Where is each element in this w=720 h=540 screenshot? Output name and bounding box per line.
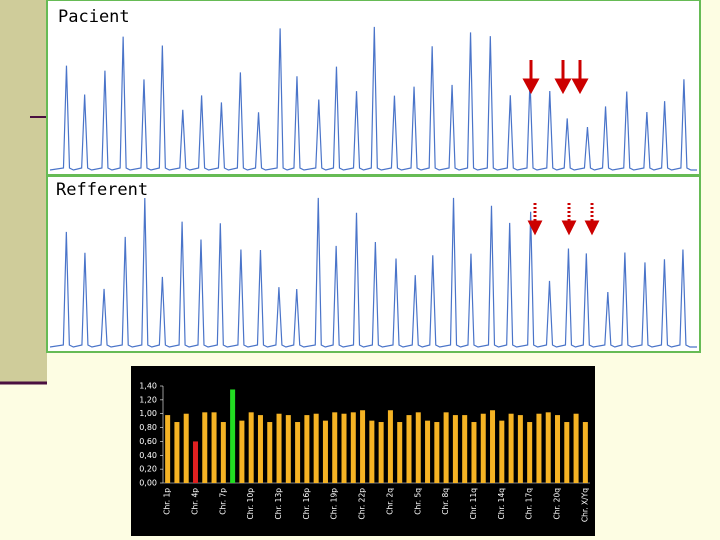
bar bbox=[527, 422, 533, 483]
x-tick-label: Chr. 11q bbox=[469, 488, 478, 520]
trace bbox=[49, 26, 697, 171]
bar bbox=[517, 415, 523, 483]
bar bbox=[387, 410, 393, 483]
bar bbox=[406, 415, 412, 483]
bar bbox=[434, 422, 440, 483]
electropherograms bbox=[49, 26, 697, 348]
bar bbox=[165, 415, 171, 483]
bar bbox=[582, 422, 588, 483]
x-tick-label: Chr. 20q bbox=[553, 488, 562, 520]
bar bbox=[202, 412, 208, 483]
bar bbox=[350, 412, 356, 483]
bar bbox=[322, 420, 328, 483]
bar bbox=[425, 420, 431, 483]
x-tick-label: Chr. 2q bbox=[385, 488, 394, 515]
x-tick-label: Chr. 5q bbox=[413, 488, 422, 515]
bar bbox=[564, 422, 570, 483]
y-tick-label: 0,20 bbox=[139, 465, 157, 474]
x-tick-label: Chr. 1p bbox=[163, 488, 172, 515]
bar bbox=[369, 420, 375, 483]
bar bbox=[555, 415, 561, 483]
x-tick-label: Chr. 8q bbox=[441, 488, 450, 515]
bar bbox=[295, 422, 301, 483]
bar bbox=[267, 422, 273, 483]
bar bbox=[276, 413, 282, 483]
y-tick-label: 0,80 bbox=[139, 423, 157, 432]
panel-label: Refferent bbox=[56, 180, 148, 200]
bar bbox=[332, 412, 338, 483]
bar bbox=[230, 389, 236, 483]
bar bbox=[415, 412, 421, 483]
bar bbox=[304, 415, 310, 483]
side-strip bbox=[0, 0, 47, 384]
bar bbox=[536, 413, 542, 483]
bar bbox=[183, 413, 189, 483]
bar bbox=[257, 415, 263, 483]
ratio-chart: 0,00 0,20 0,40 0,60 0,80 1,00 1,20 1,40 Chr. 1p C… bbox=[139, 382, 590, 522]
bar bbox=[462, 415, 468, 483]
bar bbox=[341, 413, 347, 483]
x-tick-label: Chr. 22p bbox=[358, 488, 367, 520]
bar bbox=[480, 413, 486, 483]
bar bbox=[220, 422, 226, 483]
bar bbox=[573, 413, 579, 483]
y-tick-label: 1,20 bbox=[139, 395, 157, 404]
y-tick-label: 1,00 bbox=[139, 409, 157, 418]
x-tick-label: Chr. 14q bbox=[497, 488, 506, 520]
arrows bbox=[522, 60, 600, 236]
bar bbox=[174, 422, 180, 483]
bar bbox=[471, 422, 477, 483]
x-tick-label: Chr. 13p bbox=[274, 488, 283, 520]
bar bbox=[545, 412, 551, 483]
y-tick-label: 0,40 bbox=[139, 451, 157, 460]
panel-label: Pacient bbox=[58, 7, 130, 27]
bar bbox=[508, 413, 514, 483]
x-tick-label: Chr. 4p bbox=[190, 488, 199, 515]
x-tick-label: Chr. 19p bbox=[330, 488, 339, 520]
bar bbox=[443, 412, 449, 483]
bar bbox=[211, 412, 217, 483]
x-tick-label: Chr. X/Yq bbox=[580, 488, 589, 522]
x-tick-label: Chr. 17q bbox=[525, 488, 534, 520]
x-tick-label: Chr. 16p bbox=[302, 488, 311, 520]
y-tick-label: 1,40 bbox=[139, 382, 157, 391]
bar bbox=[378, 422, 384, 483]
bar bbox=[499, 420, 505, 483]
bar bbox=[239, 420, 245, 483]
y-tick-label: 0,00 bbox=[139, 479, 157, 488]
bar bbox=[397, 422, 403, 483]
y-tick-label: 0,60 bbox=[139, 437, 157, 446]
trace bbox=[49, 197, 697, 348]
bar bbox=[360, 410, 366, 483]
bar bbox=[452, 415, 458, 483]
x-tick-label: Chr. 7p bbox=[218, 488, 227, 515]
bar bbox=[285, 415, 291, 483]
bar bbox=[313, 413, 319, 483]
bar bbox=[490, 410, 496, 483]
bar bbox=[248, 412, 254, 483]
x-tick-label: Chr. 10p bbox=[246, 488, 255, 520]
bar bbox=[192, 441, 198, 483]
